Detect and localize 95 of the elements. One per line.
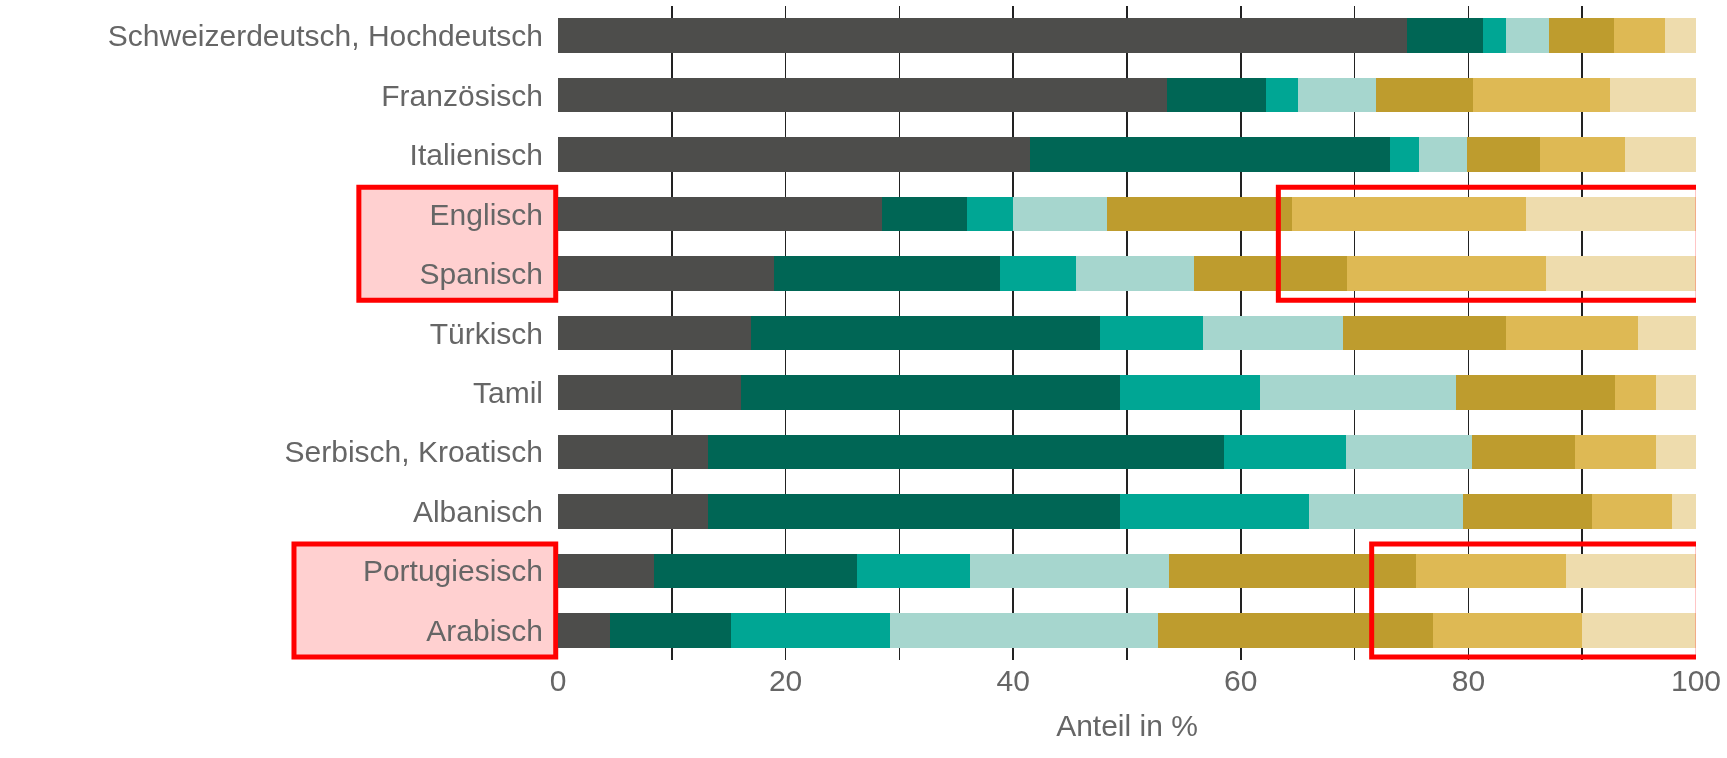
bar [1582,613,1696,648]
bar [1223,434,1346,470]
bar [1166,77,1266,113]
x-tick-label: 80 [1451,664,1486,697]
bar [1194,256,1347,291]
y-tick-label: Italienisch [409,138,543,172]
x-tick-label: 40 [996,664,1030,697]
y-tick-label: Französisch [381,78,543,112]
bar [558,494,709,529]
bar [558,18,1407,53]
bar [558,315,752,351]
bar [1406,18,1484,53]
bar [1467,137,1541,172]
bar [1099,315,1204,351]
bar [1265,77,1298,113]
bar [969,553,1170,589]
bar [1376,77,1473,113]
bar [1297,77,1377,113]
bar [1462,494,1593,529]
bar [1614,18,1666,53]
y-tick-label: Englisch [429,197,543,231]
bar [708,434,1224,470]
bar [1075,256,1195,291]
bar [1672,494,1696,529]
bar [1656,434,1696,470]
bar [1157,613,1434,648]
bar [558,613,611,648]
bar [1120,375,1261,410]
y-tick-label: Arabisch [426,613,543,647]
bar [1309,494,1463,529]
bar [1292,196,1527,232]
bar [966,196,1014,232]
bar [1615,375,1657,410]
x-tick-label: 60 [1224,664,1258,697]
bar [558,196,883,232]
bar [1566,553,1696,589]
bar [558,256,775,291]
bar [730,613,891,648]
bar [708,494,1121,529]
bar [1389,137,1420,172]
bar [558,375,742,410]
bar [1471,434,1576,470]
bar [1549,18,1615,53]
bar [1656,375,1696,410]
bar [1169,553,1417,589]
bar [1637,315,1696,351]
bar [1433,613,1583,648]
bar [1106,196,1293,232]
x-tick-label: 20 [768,664,803,697]
bar [610,613,731,648]
bar [1419,137,1468,172]
bar [1505,18,1550,53]
bar [1592,494,1673,529]
x-axis-title: Anteil in % [1056,708,1198,742]
bar [1665,18,1696,53]
bar [1345,434,1472,470]
bar [1472,77,1610,113]
y-tick-label: Türkisch [429,316,543,350]
bar [1526,196,1696,232]
bar [1545,256,1696,291]
x-tick-label: 100 [1670,664,1722,697]
bar [558,553,654,589]
bar [890,613,1158,648]
bar [1030,137,1390,172]
bar [1203,315,1344,351]
bar [774,256,1000,291]
bar [1120,494,1310,529]
bar [1013,196,1107,232]
bar [741,375,1121,410]
y-tick-label: Tamil [472,375,543,409]
bar [558,137,1031,172]
bar [1455,375,1616,410]
bar [1346,256,1546,291]
bar [558,77,1167,113]
bar [1416,553,1567,589]
bar [1260,375,1456,410]
bar [653,553,858,589]
bar [1343,315,1506,351]
bar [1540,137,1626,172]
bar [857,553,970,589]
bar [882,196,967,232]
y-tick-label: Spanisch [419,257,543,291]
y-tick-label: Albanisch [412,494,543,528]
bar [999,256,1076,291]
bar [1609,77,1696,113]
bar [1575,434,1657,470]
x-tick-label: 0 [549,664,567,697]
bar [751,315,1100,351]
bar [1505,315,1638,351]
bar [1625,137,1696,172]
bar [558,434,709,470]
y-tick-label: Schweizerdeutsch, Hochdeutsch [107,19,543,53]
y-tick-label: Serbisch, Kroatisch [284,435,543,469]
bar [1483,18,1506,53]
y-tick-label: Portugiesisch [362,554,543,588]
